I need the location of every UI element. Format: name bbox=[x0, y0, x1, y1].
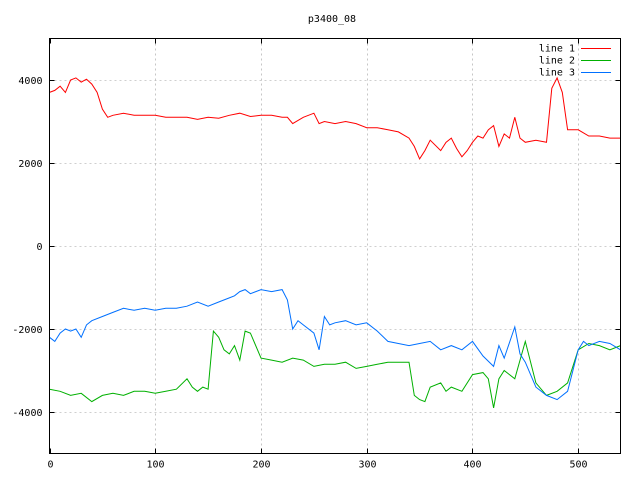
y-tick-label: 0 bbox=[36, 242, 42, 253]
legend-label-3: line 3 bbox=[539, 68, 575, 79]
chart-title: p3400_08 bbox=[308, 14, 356, 25]
y-tick-label: 4000 bbox=[18, 76, 42, 87]
series-layer bbox=[49, 76, 621, 408]
series-line-2 bbox=[49, 329, 621, 408]
legend-label-2: line 2 bbox=[539, 56, 575, 67]
legend-label-1: line 1 bbox=[539, 44, 575, 55]
y-tick-label: 2000 bbox=[18, 159, 42, 170]
x-tick-label: 100 bbox=[146, 460, 164, 471]
ticks: 0 100 200 300 400 500 -4000 -2000 0 2000 4000 bbox=[12, 38, 621, 471]
y-tick-label: -4000 bbox=[12, 408, 42, 419]
grid bbox=[49, 38, 621, 454]
x-tick-label: 500 bbox=[569, 460, 587, 471]
y-tick-label: -2000 bbox=[12, 325, 42, 336]
x-tick-label: 300 bbox=[358, 460, 376, 471]
series-line-1 bbox=[49, 76, 621, 160]
x-tick-label: 400 bbox=[463, 460, 481, 471]
series-line-3 bbox=[49, 289, 621, 401]
x-tick-label: 0 bbox=[47, 460, 53, 471]
x-tick-label: 200 bbox=[252, 460, 270, 471]
